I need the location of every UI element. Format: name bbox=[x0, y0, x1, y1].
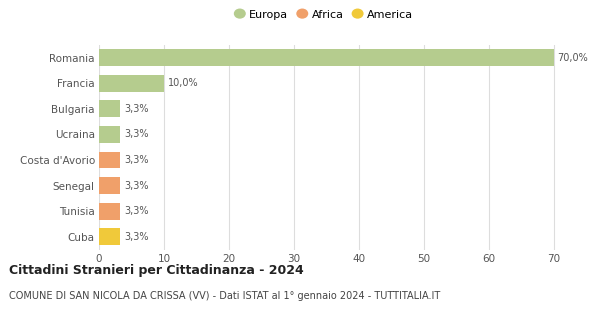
Bar bbox=[99, 49, 554, 66]
Bar bbox=[99, 126, 121, 143]
Text: 3,3%: 3,3% bbox=[124, 129, 149, 140]
Text: 3,3%: 3,3% bbox=[124, 155, 149, 165]
Text: 3,3%: 3,3% bbox=[124, 206, 149, 216]
Text: COMUNE DI SAN NICOLA DA CRISSA (VV) - Dati ISTAT al 1° gennaio 2024 - TUTTITALIA: COMUNE DI SAN NICOLA DA CRISSA (VV) - Da… bbox=[9, 291, 440, 301]
Bar bbox=[99, 203, 121, 220]
Bar bbox=[99, 100, 121, 117]
Bar bbox=[99, 75, 164, 92]
Text: 70,0%: 70,0% bbox=[557, 52, 588, 63]
Legend: Europa, Africa, America: Europa, Africa, America bbox=[233, 7, 415, 22]
Text: 3,3%: 3,3% bbox=[124, 104, 149, 114]
Text: 3,3%: 3,3% bbox=[124, 232, 149, 242]
Text: 3,3%: 3,3% bbox=[124, 180, 149, 191]
Bar bbox=[99, 152, 121, 168]
Text: Cittadini Stranieri per Cittadinanza - 2024: Cittadini Stranieri per Cittadinanza - 2… bbox=[9, 264, 304, 277]
Bar bbox=[99, 177, 121, 194]
Bar bbox=[99, 228, 121, 245]
Text: 10,0%: 10,0% bbox=[168, 78, 199, 88]
